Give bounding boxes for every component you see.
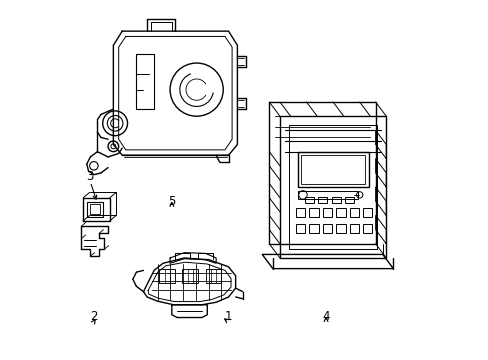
- Bar: [295, 224, 305, 233]
- Text: 2: 2: [90, 310, 98, 323]
- Bar: [318, 197, 327, 203]
- Bar: [90, 204, 100, 215]
- Bar: [87, 202, 103, 216]
- Bar: [295, 208, 305, 217]
- Bar: [345, 197, 354, 203]
- Bar: [363, 224, 372, 233]
- Bar: [159, 269, 175, 283]
- Bar: [288, 125, 377, 249]
- Bar: [363, 208, 372, 217]
- Bar: [182, 269, 198, 283]
- Bar: [322, 208, 331, 217]
- Text: 5: 5: [168, 195, 175, 208]
- Bar: [336, 208, 345, 217]
- Bar: [309, 224, 318, 233]
- Bar: [205, 269, 221, 283]
- Bar: [349, 208, 358, 217]
- Bar: [331, 197, 340, 203]
- Bar: [336, 224, 345, 233]
- Bar: [297, 191, 357, 199]
- Bar: [301, 155, 364, 184]
- Bar: [349, 224, 358, 233]
- Bar: [322, 224, 331, 233]
- Bar: [309, 208, 318, 217]
- Bar: [304, 197, 313, 203]
- Text: 1: 1: [224, 310, 232, 323]
- Text: 3: 3: [86, 170, 94, 183]
- Bar: [297, 152, 368, 187]
- Text: 4: 4: [322, 310, 329, 323]
